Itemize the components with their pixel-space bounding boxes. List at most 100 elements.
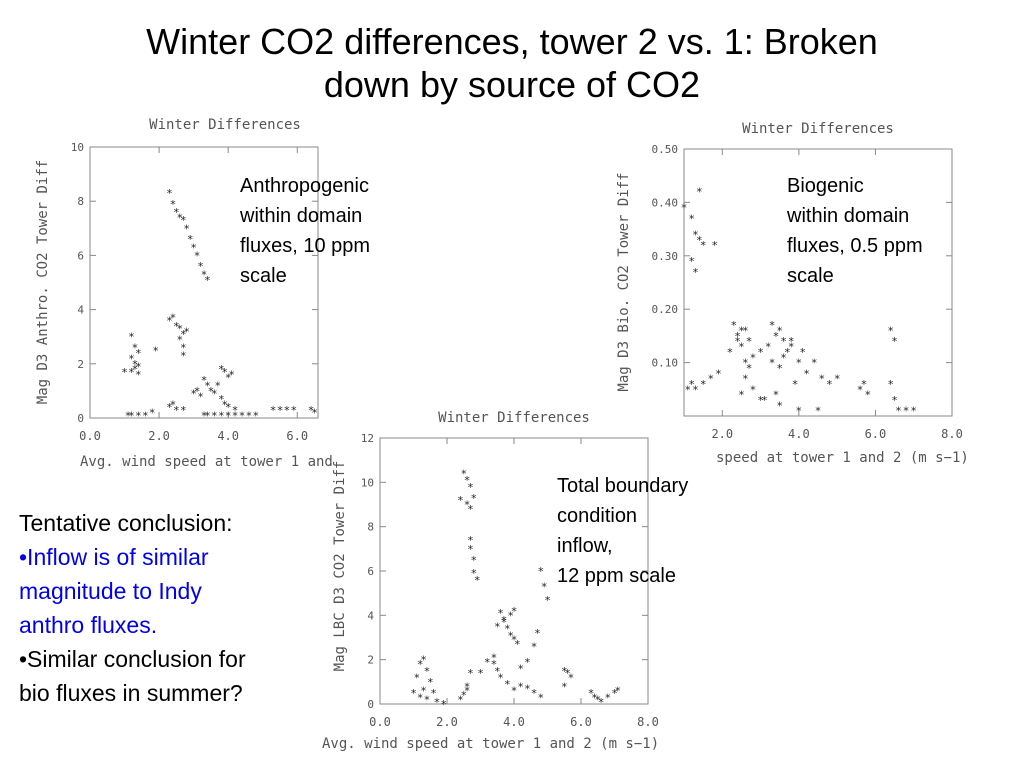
data-point: * <box>773 330 780 343</box>
data-point: * <box>524 656 531 669</box>
data-point: * <box>135 361 142 374</box>
conclusion-bullet-2: •Similar conclusion for bio fluxes in su… <box>19 642 246 710</box>
data-point: * <box>180 350 187 363</box>
data-point: * <box>183 222 190 235</box>
total-annotation: Total boundary condition inflow, 12 ppm … <box>557 471 688 591</box>
data-point: * <box>769 319 776 332</box>
y-axis-label: Mag D3 Anthro. CO2 Tower Diff <box>35 160 51 404</box>
y-tick-label: 6 <box>77 249 84 262</box>
data-point: * <box>225 371 232 384</box>
data-point: * <box>615 685 622 698</box>
data-point: * <box>201 268 208 281</box>
data-point: * <box>757 394 764 407</box>
data-point: * <box>692 383 699 396</box>
data-point: * <box>811 357 818 370</box>
data-point: * <box>414 671 421 684</box>
data-point: * <box>887 378 894 391</box>
data-point: * <box>507 609 514 622</box>
x-tick-label: 6.0 <box>570 715 592 729</box>
data-point: * <box>711 239 718 252</box>
data-point: * <box>517 663 524 676</box>
data-point: * <box>221 398 228 411</box>
data-point: * <box>504 678 511 691</box>
data-point: * <box>507 629 514 642</box>
data-point: * <box>470 567 477 580</box>
conclusion-bullet-1-line: magnitude to Indy <box>19 578 202 604</box>
data-point: * <box>891 394 898 407</box>
data-point: * <box>746 335 753 348</box>
data-point: * <box>457 694 464 707</box>
data-point: * <box>491 658 498 671</box>
x-tick-label: 6.0 <box>286 429 308 443</box>
anthro-annotation-line: scale <box>240 265 287 287</box>
conclusion-bullet-1-line: anthro fluxes. <box>19 612 158 638</box>
data-point: * <box>128 366 135 379</box>
data-point: * <box>776 362 783 375</box>
data-point: * <box>470 554 477 567</box>
data-point: * <box>311 407 318 420</box>
title-line-1: Winter CO2 differences, tower 2 vs. 1: B… <box>146 21 878 62</box>
data-point: * <box>819 373 826 386</box>
data-point: * <box>211 409 218 422</box>
data-point: * <box>611 687 618 700</box>
data-point: * <box>467 667 474 680</box>
anthro-annotation-line: Anthropogenic <box>240 175 369 197</box>
data-point: * <box>225 401 232 414</box>
data-point: * <box>715 367 722 380</box>
data-point: * <box>497 671 504 684</box>
data-point: * <box>194 249 201 262</box>
x-axis-label: speed at tower 1 and 2 (m s−1) <box>716 450 969 466</box>
data-point: * <box>239 409 246 422</box>
data-point: * <box>211 388 218 401</box>
data-point: * <box>803 367 810 380</box>
data-point: * <box>511 605 518 618</box>
data-point: * <box>197 260 204 273</box>
chart-title: Winter Differences <box>438 410 590 426</box>
data-point: * <box>308 404 315 417</box>
data-point: * <box>440 698 447 711</box>
data-point: * <box>734 335 741 348</box>
data-point: * <box>780 351 787 364</box>
data-point: * <box>190 241 197 254</box>
data-point: * <box>531 640 538 653</box>
data-point: * <box>467 481 474 494</box>
data-point: * <box>135 369 142 382</box>
data-point: * <box>467 503 474 516</box>
data-point: * <box>799 346 806 359</box>
y-tick-label: 6 <box>367 565 374 578</box>
data-point: * <box>826 378 833 391</box>
data-point: * <box>765 341 772 354</box>
data-point: * <box>685 383 692 396</box>
data-point: * <box>180 214 187 227</box>
data-point: * <box>173 320 180 333</box>
data-point: * <box>700 378 707 391</box>
data-point: * <box>537 691 544 704</box>
data-point: * <box>149 407 156 420</box>
y-axis-label: Mag D3 Bio. CO2 Tower Diff <box>616 172 632 391</box>
data-point: * <box>180 328 187 341</box>
title-line-2: down by source of CO2 <box>323 64 701 105</box>
data-point: * <box>221 366 228 379</box>
data-point: * <box>410 687 417 700</box>
data-point: * <box>738 389 745 402</box>
plot-frame <box>89 146 319 419</box>
data-point: * <box>215 379 222 392</box>
data-point: * <box>190 388 197 401</box>
data-point: * <box>194 385 201 398</box>
data-point: * <box>180 404 187 417</box>
data-point: * <box>460 467 467 480</box>
data-point: * <box>457 494 464 507</box>
data-point: * <box>815 405 822 418</box>
data-point: * <box>464 685 471 698</box>
total-annotation-line: inflow, <box>557 535 613 557</box>
x-axis-label: Avg. wind speed at tower 1 and 2 (m s−1) <box>322 736 659 752</box>
data-point: * <box>738 325 745 338</box>
conclusion-bullet-2-line: •Similar conclusion for <box>19 646 246 672</box>
data-point: * <box>750 383 757 396</box>
y-tick-label: 12 <box>361 432 374 445</box>
data-point: * <box>504 623 511 636</box>
data-point: * <box>208 385 215 398</box>
y-tick-label: 0.10 <box>652 357 679 370</box>
data-point: * <box>467 534 474 547</box>
